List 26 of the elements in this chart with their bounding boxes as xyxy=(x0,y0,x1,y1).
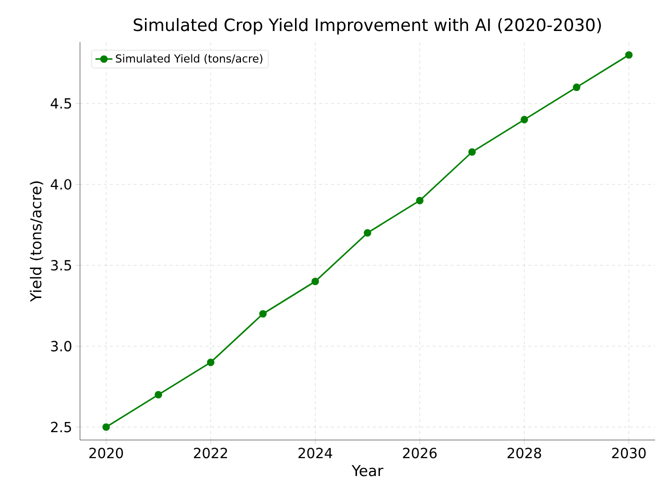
point xyxy=(625,51,633,59)
point xyxy=(206,358,214,366)
point xyxy=(520,116,528,124)
point xyxy=(154,390,162,398)
y-tick-label: 2.5 xyxy=(51,422,72,432)
y-tick-label: 4.5 xyxy=(50,98,72,109)
x-tick-label: 2026 xyxy=(403,448,437,458)
y-tick-label: 3.5 xyxy=(51,260,72,271)
point xyxy=(416,196,424,204)
y-tick-label: 4.0 xyxy=(50,179,72,190)
x-axis-title: Year xyxy=(352,465,384,476)
point xyxy=(259,310,267,318)
point xyxy=(468,148,476,156)
point xyxy=(364,229,372,237)
x-tick-label: 2022 xyxy=(194,448,228,458)
legend-label: Simulated Yield (tons/acre) xyxy=(116,54,262,64)
x-tick-label: 2020 xyxy=(89,448,123,458)
x-tick-label: 2024 xyxy=(298,448,332,458)
point xyxy=(311,278,319,286)
x-tick-label: 2030 xyxy=(612,448,646,458)
y-axis-title: Yield (tons/acre) xyxy=(30,181,44,302)
chart-title: Simulated Crop Yield Improvement with AI (2020-2030) xyxy=(134,18,601,34)
x-tick-label: 2028 xyxy=(508,448,542,458)
point xyxy=(102,423,110,431)
y-tick-label: 3.0 xyxy=(51,340,72,352)
point xyxy=(572,84,580,92)
